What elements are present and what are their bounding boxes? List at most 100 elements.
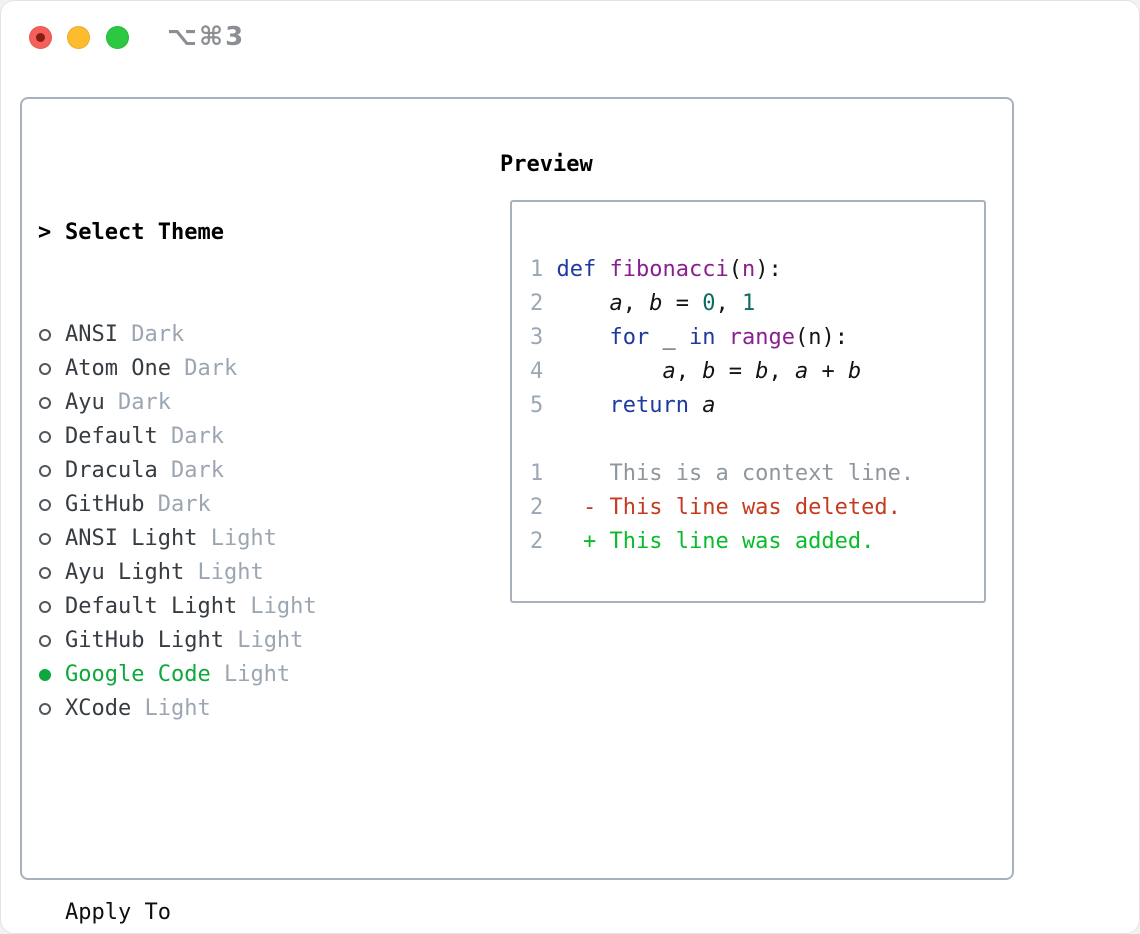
window-title: ⌥⌘3 [167, 22, 246, 52]
theme-variant: Dark [157, 424, 224, 449]
radio-marker [38, 431, 65, 443]
code-token: , [622, 291, 650, 316]
radio-marker [38, 363, 65, 375]
code-token: b [847, 359, 862, 384]
code-token: 1 [741, 291, 756, 316]
theme-label: Atom One [65, 356, 171, 381]
theme-variant: Dark [170, 356, 238, 381]
radio-icon [39, 499, 51, 511]
theme-option-ansi-light[interactable]: ANSI Light Light [38, 522, 478, 556]
theme-option-xcode[interactable]: XCode Light [38, 692, 478, 726]
theme-option-ayu[interactable]: Ayu Dark [38, 386, 478, 420]
theme-label: ANSI Light [65, 526, 198, 551]
line-number: 5 [530, 393, 557, 418]
theme-variant: Light [210, 662, 291, 687]
code-line: 1 def fibonacci(n): [530, 253, 984, 287]
code-line: 5 return a [530, 389, 984, 423]
code-token: return [609, 393, 689, 418]
theme-label: Ayu Light [65, 560, 185, 585]
theme-option-github[interactable]: GitHub Dark [38, 488, 478, 522]
theme-panel: > Select Theme ANSI Dark Atom One Dark Ayu… [38, 148, 478, 934]
code-token: This is a context line. [556, 461, 915, 486]
theme-variant: Light [184, 560, 264, 585]
theme-option-default[interactable]: Default Dark [38, 420, 478, 454]
code-token: ): [755, 257, 782, 282]
theme-option-github-light[interactable]: GitHub Light Light [38, 624, 478, 658]
theme-list: ANSI Dark Atom One Dark Ayu Dark Default Da… [38, 318, 478, 726]
code-token: = [715, 359, 756, 384]
code-line: 2 - This line was deleted. [530, 491, 984, 525]
code-line: 2 + This line was added. [530, 525, 984, 559]
code-token: ( [728, 257, 742, 282]
radio-marker [38, 397, 65, 409]
code-token [596, 257, 609, 282]
radio-marker [38, 567, 65, 579]
line-number: 2 [530, 529, 557, 554]
radio-icon [39, 397, 51, 409]
code-line: 2 a, b = 0, 1 [530, 287, 984, 321]
theme-label: GitHub [65, 492, 145, 517]
selected-radio-icon [39, 669, 51, 681]
line-number: 2 [530, 495, 557, 520]
code-token: a [702, 393, 716, 418]
code-token: , [715, 291, 742, 316]
code-token: = [662, 291, 703, 316]
code-token: a [794, 359, 809, 384]
code-token: fibonacci [609, 257, 729, 282]
theme-variant: Dark [157, 458, 224, 483]
theme-variant: Light [197, 526, 277, 551]
preview-header: Preview [500, 152, 593, 177]
line-number: 4 [530, 359, 557, 384]
theme-option-ansi[interactable]: ANSI Dark [38, 318, 478, 352]
code-token: + This line was added. [583, 529, 875, 554]
code-token: , [768, 359, 795, 384]
radio-marker [38, 329, 65, 341]
code-token: in [688, 325, 716, 350]
radio-marker [38, 465, 65, 477]
code-token: + [808, 359, 848, 384]
code-token [689, 393, 702, 418]
line-number: 3 [530, 325, 557, 350]
theme-option-atom-one[interactable]: Atom One Dark [38, 352, 478, 386]
theme-option-google-code[interactable]: Google Code Light [38, 658, 478, 692]
code-line: 3 for _ in range(n): [530, 321, 984, 355]
blank-line [530, 423, 984, 457]
zoom-button[interactable] [106, 26, 129, 49]
radio-marker [38, 635, 65, 647]
apply-to-title: Apply To [65, 900, 171, 925]
close-button[interactable] [29, 26, 52, 49]
theme-variant: Dark [104, 390, 171, 415]
theme-variant: Dark [117, 322, 185, 347]
theme-option-default-light[interactable]: Default Light Light [38, 590, 478, 624]
radio-icon [39, 601, 51, 613]
theme-variant: Light [237, 594, 317, 619]
code-token [557, 325, 610, 350]
code-token: , [675, 359, 703, 384]
spacer [38, 794, 478, 828]
line-number: 1 [530, 461, 557, 486]
code-token [557, 359, 663, 384]
radio-icon [39, 329, 51, 341]
cursor-icon: > [38, 220, 52, 245]
code-token [557, 291, 610, 316]
theme-variant: Light [223, 628, 304, 653]
code-token: range [728, 325, 795, 350]
theme-variant: Light [131, 696, 211, 721]
theme-option-ayu-light[interactable]: Ayu Light Light [38, 556, 478, 590]
theme-label: GitHub Light [65, 628, 224, 653]
code-token [715, 325, 728, 350]
minimize-button[interactable] [67, 26, 90, 49]
theme-option-dracula[interactable]: Dracula Dark [38, 454, 478, 488]
code-token: a [609, 291, 623, 316]
code-token: b [702, 359, 716, 384]
code-token: def [556, 257, 597, 282]
theme-label: ANSI [65, 322, 118, 347]
code-token [557, 495, 584, 520]
line-number: 2 [530, 291, 557, 316]
select-theme-header: > Select Theme [38, 216, 478, 250]
code-token: a [662, 359, 676, 384]
line-number [530, 427, 557, 452]
